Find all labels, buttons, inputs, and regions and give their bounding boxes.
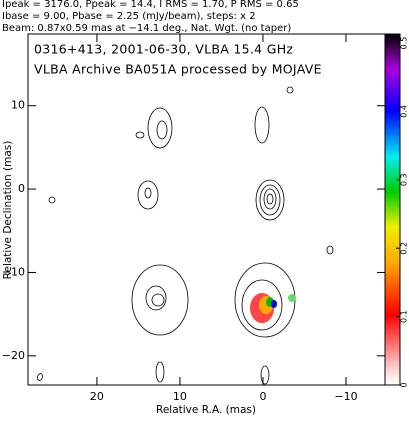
header-line: Beam: 0.87x0.59 mas at −14.1 deg., Nat. … bbox=[2, 23, 291, 34]
x-tick-label: −10 bbox=[334, 390, 357, 403]
beam bbox=[37, 373, 43, 381]
header-line: Ipeak = 3176.0, Ppeak = 14.4, I RMS = 1.… bbox=[2, 0, 299, 10]
polarized-emission bbox=[250, 293, 296, 323]
x-tick-label: 10 bbox=[173, 390, 187, 403]
colorbar-tick-label: 0.3 bbox=[400, 173, 409, 186]
colorbar-tick-label: 0.2 bbox=[400, 242, 409, 255]
x-tick-label: 0 bbox=[259, 390, 266, 403]
header-line: Ibase = 9.00, Pbase = 2.25 (mJy/beam), s… bbox=[2, 11, 256, 22]
colorbar-tick-label: 0.4 bbox=[400, 105, 409, 118]
chart-subtitle: VLBA Archive BA051A processed by MOJAVE bbox=[34, 62, 322, 77]
x-axis-label: Relative R.A. (mas) bbox=[156, 404, 256, 416]
y-tick-label: −10 bbox=[2, 265, 25, 278]
colorbar-tick-label: 0 bbox=[400, 382, 409, 387]
colorbar bbox=[384, 33, 401, 386]
plot-frame bbox=[27, 33, 386, 386]
colorbar-tick-label: 0.5 bbox=[400, 37, 409, 50]
y-tick-label: 10 bbox=[11, 99, 25, 112]
y-tick-label: 0 bbox=[18, 182, 25, 195]
x-tick-label: 20 bbox=[90, 390, 104, 403]
y-tick-label: −20 bbox=[2, 349, 25, 362]
y-axis-label: Relative Declination (mas) bbox=[2, 141, 14, 280]
colorbar-tick-label: 0.1 bbox=[400, 310, 409, 323]
contours bbox=[48, 86, 334, 385]
chart-title: 0316+413, 2001-06-30, VLBA 15.4 GHz bbox=[34, 42, 293, 57]
